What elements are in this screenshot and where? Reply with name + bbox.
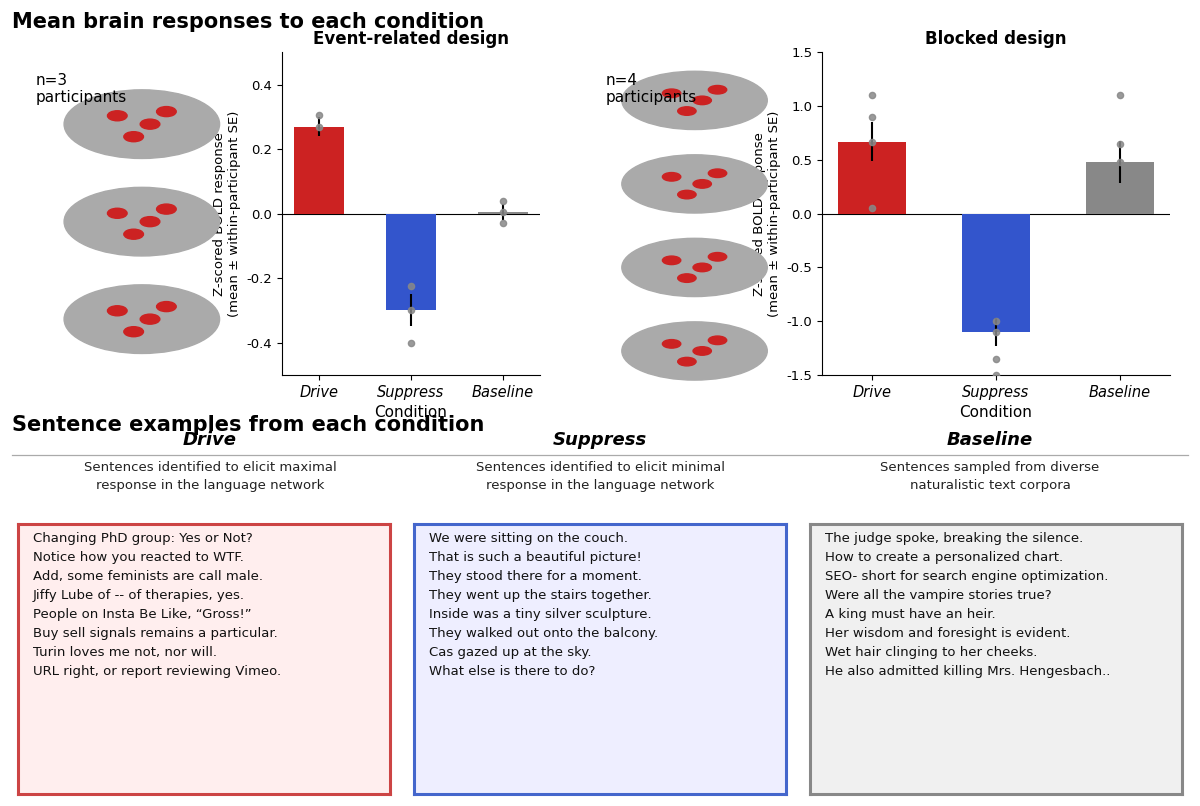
Bar: [478, 212, 528, 214]
Circle shape: [108, 208, 127, 218]
Point: [986, 314, 1006, 327]
Text: Sentences identified to elicit maximal
response in the language network: Sentences identified to elicit maximal r…: [84, 461, 336, 492]
Ellipse shape: [622, 322, 767, 380]
Text: n=3
participants: n=3 participants: [36, 73, 127, 105]
Ellipse shape: [622, 155, 767, 213]
Bar: [294, 127, 344, 214]
Point: [401, 304, 421, 317]
Ellipse shape: [64, 89, 220, 159]
Bar: [1086, 162, 1154, 214]
Circle shape: [678, 274, 696, 282]
Bar: [838, 142, 906, 214]
Circle shape: [694, 347, 712, 355]
Point: [1110, 137, 1129, 150]
Point: [493, 206, 512, 218]
Circle shape: [108, 110, 127, 121]
Circle shape: [678, 357, 696, 366]
Point: [1110, 156, 1129, 168]
Text: Drive: Drive: [182, 431, 238, 449]
Text: Baseline: Baseline: [947, 431, 1033, 449]
Y-axis label: Z-scored BOLD response
(mean ± within-participant SE): Z-scored BOLD response (mean ± within-pa…: [752, 110, 781, 317]
Point: [863, 110, 882, 123]
Point: [401, 336, 421, 349]
Point: [986, 368, 1006, 381]
Circle shape: [694, 264, 712, 272]
Point: [493, 217, 512, 230]
Circle shape: [662, 172, 680, 181]
Text: The judge spoke, breaking the silence.
How to create a personalized chart.
SEO- : The judge spoke, breaking the silence. H…: [824, 532, 1110, 678]
Text: Changing PhD group: Yes or Not?
Notice how you reacted to WTF.
Add, some feminis: Changing PhD group: Yes or Not? Notice h…: [32, 532, 281, 678]
Point: [493, 194, 512, 207]
Text: Mean brain responses to each condition: Mean brain responses to each condition: [12, 12, 484, 32]
Bar: [385, 214, 437, 310]
Circle shape: [124, 229, 144, 239]
Title: Event-related design: Event-related design: [313, 30, 509, 48]
Text: n=4
participants: n=4 participants: [606, 73, 697, 105]
Ellipse shape: [622, 71, 767, 130]
Ellipse shape: [64, 187, 220, 256]
Point: [863, 202, 882, 214]
Circle shape: [694, 96, 712, 105]
Circle shape: [678, 106, 696, 115]
Circle shape: [108, 305, 127, 316]
Text: We were sitting on the couch.
That is such a beautiful picture!
They stood there: We were sitting on the couch. That is su…: [428, 532, 658, 678]
Point: [863, 135, 882, 148]
Ellipse shape: [622, 239, 767, 297]
Point: [1110, 197, 1129, 210]
Ellipse shape: [64, 285, 220, 354]
Title: Blocked design: Blocked design: [925, 30, 1067, 48]
X-axis label: Condition: Condition: [374, 405, 448, 420]
Circle shape: [124, 326, 144, 337]
Text: Sentences identified to elicit minimal
response in the language network: Sentences identified to elicit minimal r…: [475, 461, 725, 492]
Circle shape: [708, 336, 727, 345]
Point: [1110, 89, 1129, 102]
Point: [401, 280, 421, 293]
Circle shape: [156, 301, 176, 312]
Circle shape: [708, 252, 727, 261]
Circle shape: [156, 106, 176, 117]
Circle shape: [708, 169, 727, 177]
Circle shape: [124, 131, 144, 142]
Circle shape: [662, 89, 680, 98]
Circle shape: [140, 314, 160, 324]
Circle shape: [140, 217, 160, 226]
Y-axis label: Z-scored BOLD response
(mean ± within-participant SE): Z-scored BOLD response (mean ± within-pa…: [212, 110, 241, 317]
X-axis label: Condition: Condition: [960, 405, 1032, 420]
Point: [986, 352, 1006, 365]
Text: Sentence examples from each condition: Sentence examples from each condition: [12, 415, 485, 435]
Point: [863, 89, 882, 102]
Point: [310, 120, 329, 133]
Point: [310, 109, 329, 122]
Text: Sentences sampled from diverse
naturalistic text corpora: Sentences sampled from diverse naturalis…: [881, 461, 1099, 492]
Circle shape: [662, 339, 680, 348]
Point: [986, 326, 1006, 339]
Circle shape: [662, 256, 680, 264]
Circle shape: [140, 119, 160, 129]
Circle shape: [156, 204, 176, 214]
Text: Suppress: Suppress: [553, 431, 647, 449]
Circle shape: [694, 180, 712, 188]
Bar: [962, 214, 1030, 332]
Circle shape: [708, 85, 727, 94]
Circle shape: [678, 190, 696, 199]
